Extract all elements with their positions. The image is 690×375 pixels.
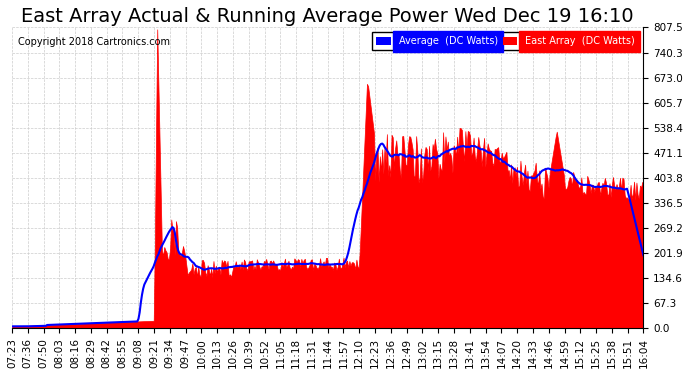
Legend: Average  (DC Watts), East Array  (DC Watts): Average (DC Watts), East Array (DC Watts… xyxy=(373,32,639,50)
Text: Copyright 2018 Cartronics.com: Copyright 2018 Cartronics.com xyxy=(18,36,170,46)
Title: East Array Actual & Running Average Power Wed Dec 19 16:10: East Array Actual & Running Average Powe… xyxy=(21,7,634,26)
